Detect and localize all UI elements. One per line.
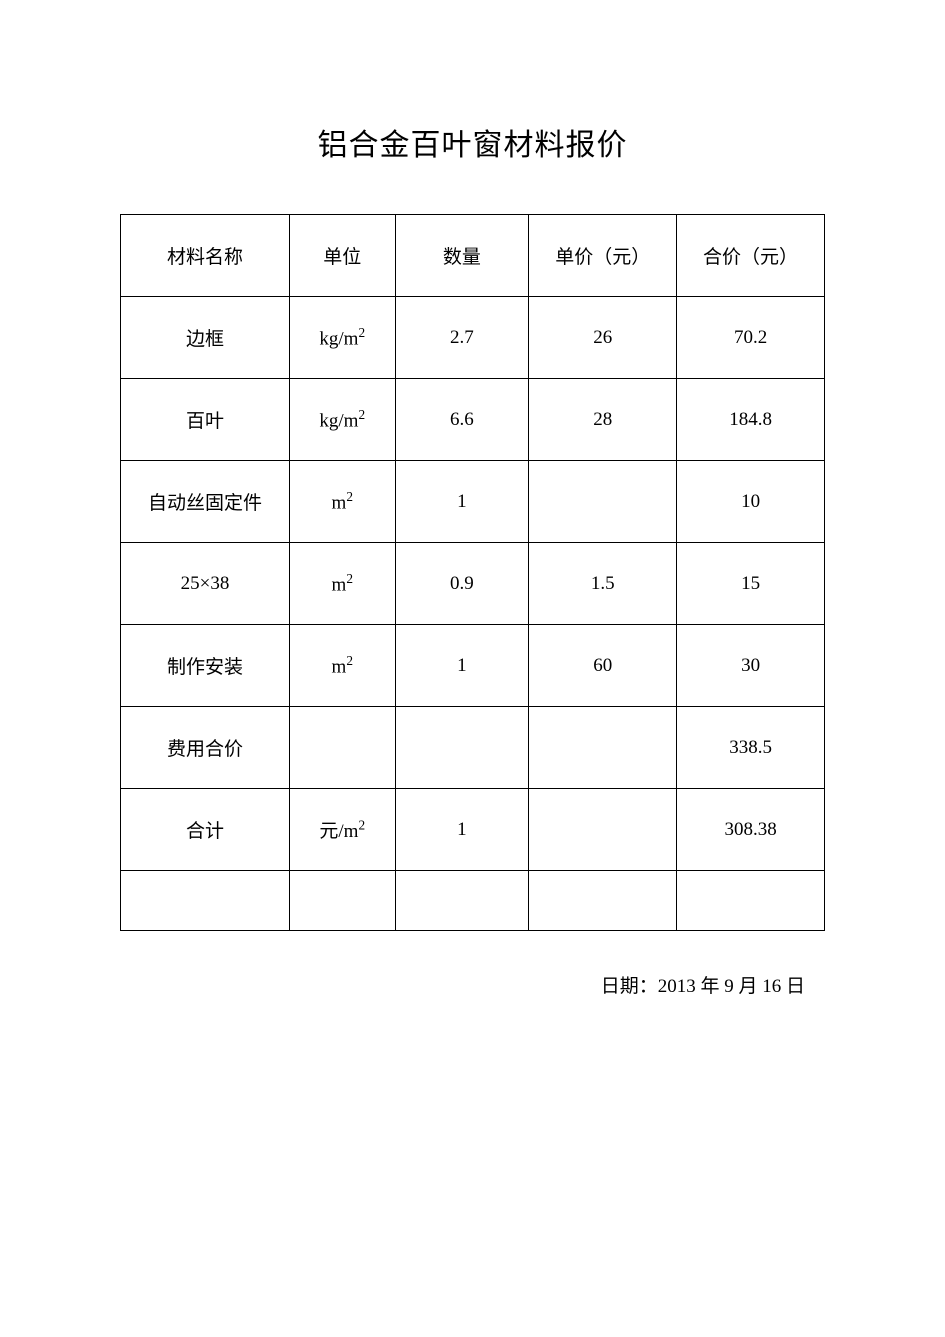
cell-price: 28: [529, 379, 677, 461]
document-page: 铝合金百叶窗材料报价 材料名称 单位 数量 单价（元） 合价（元） 边框 kg/…: [0, 0, 945, 998]
cell-total: 338.5: [677, 707, 825, 789]
cell-name: 25×38: [121, 543, 290, 625]
table-row: 自动丝固定件 m2 1 10: [121, 461, 825, 543]
cell-price: 60: [529, 625, 677, 707]
cell-name: 费用合价: [121, 707, 290, 789]
cell-total: 184.8: [677, 379, 825, 461]
cell-unit: m2: [289, 461, 395, 543]
date-value: 2013 年 9 月 16 日: [658, 976, 805, 997]
cell-unit: m2: [289, 543, 395, 625]
cell-price: 26: [529, 297, 677, 379]
cell-unit: kg/m2: [289, 379, 395, 461]
table-row: 制作安装 m2 1 60 30: [121, 625, 825, 707]
cell-total: 70.2: [677, 297, 825, 379]
cell-price: 1.5: [529, 543, 677, 625]
col-unit-price: 单价（元）: [529, 215, 677, 297]
cell-qty: [395, 871, 529, 931]
table-body: 边框 kg/m2 2.7 26 70.2 百叶 kg/m2 6.6 28 184…: [121, 297, 825, 931]
cell-unit: [289, 871, 395, 931]
cell-unit: [289, 707, 395, 789]
cell-unit: 元/m2: [289, 789, 395, 871]
cell-name: [121, 871, 290, 931]
cell-qty: 6.6: [395, 379, 529, 461]
cell-unit: kg/m2: [289, 297, 395, 379]
cell-qty: 2.7: [395, 297, 529, 379]
cell-name: 制作安装: [121, 625, 290, 707]
cell-name: 合计: [121, 789, 290, 871]
cell-price: [529, 789, 677, 871]
table-row: 百叶 kg/m2 6.6 28 184.8: [121, 379, 825, 461]
date-label: 日期：: [601, 976, 658, 997]
cell-name: 自动丝固定件: [121, 461, 290, 543]
col-unit: 单位: [289, 215, 395, 297]
cell-qty: 1: [395, 625, 529, 707]
table-row: 合计 元/m2 1 308.38: [121, 789, 825, 871]
cell-qty: [395, 707, 529, 789]
table-row: [121, 871, 825, 931]
document-title: 铝合金百叶窗材料报价: [120, 120, 825, 164]
cell-price: [529, 871, 677, 931]
cell-total: 308.38: [677, 789, 825, 871]
cell-total: 30: [677, 625, 825, 707]
col-quantity: 数量: [395, 215, 529, 297]
table-row: 边框 kg/m2 2.7 26 70.2: [121, 297, 825, 379]
date-line: 日期：2013 年 9 月 16 日: [120, 971, 825, 998]
cell-total: [677, 871, 825, 931]
table-header-row: 材料名称 单位 数量 单价（元） 合价（元）: [121, 215, 825, 297]
cell-total: 15: [677, 543, 825, 625]
cell-price: [529, 461, 677, 543]
cell-total: 10: [677, 461, 825, 543]
cell-qty: 1: [395, 789, 529, 871]
quotation-table: 材料名称 单位 数量 单价（元） 合价（元） 边框 kg/m2 2.7 26 7…: [120, 214, 825, 931]
cell-name: 边框: [121, 297, 290, 379]
cell-name: 百叶: [121, 379, 290, 461]
cell-qty: 0.9: [395, 543, 529, 625]
cell-unit: m2: [289, 625, 395, 707]
col-material-name: 材料名称: [121, 215, 290, 297]
cell-qty: 1: [395, 461, 529, 543]
table-row: 费用合价 338.5: [121, 707, 825, 789]
table-row: 25×38 m2 0.9 1.5 15: [121, 543, 825, 625]
cell-price: [529, 707, 677, 789]
col-total-price: 合价（元）: [677, 215, 825, 297]
